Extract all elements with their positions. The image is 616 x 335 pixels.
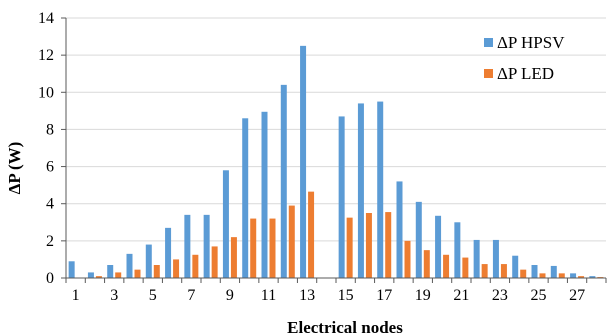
- x-tick-label: 23: [492, 287, 508, 304]
- bar-led: [308, 191, 315, 278]
- bar-hpsv: [338, 116, 345, 278]
- y-tick-label: 10: [38, 84, 54, 101]
- y-tick-label: 4: [46, 196, 54, 213]
- y-tick-label: 14: [38, 10, 54, 27]
- bar-hpsv: [300, 45, 307, 278]
- bar-led: [481, 264, 488, 278]
- bar-led: [173, 259, 180, 278]
- bar-hpsv: [261, 111, 268, 279]
- bar-hpsv: [107, 265, 114, 278]
- y-tick-label: 0: [46, 270, 54, 287]
- legend-swatch-hpsv: [484, 38, 493, 47]
- bar-hpsv: [570, 273, 577, 278]
- bar-led: [230, 237, 237, 278]
- x-tick-label: 25: [531, 287, 547, 304]
- bar-hpsv: [222, 170, 229, 278]
- x-tick-label: 5: [149, 287, 157, 304]
- x-tick-label: 11: [261, 287, 276, 304]
- bar-hpsv: [454, 222, 461, 278]
- axes: [61, 17, 607, 283]
- bar-hpsv: [242, 118, 249, 279]
- bar-led: [134, 269, 141, 278]
- bar-led: [269, 218, 276, 278]
- bar-hpsv: [126, 253, 133, 278]
- x-tick-label: 19: [415, 287, 431, 304]
- bar-led: [539, 273, 546, 278]
- bar-hpsv: [184, 214, 191, 278]
- bar-hpsv: [280, 84, 287, 278]
- bar-hpsv: [396, 181, 403, 278]
- bar-led: [558, 273, 565, 278]
- bar-led: [250, 218, 257, 278]
- bar-led: [288, 205, 295, 278]
- bar-led: [365, 213, 372, 278]
- gridlines: [66, 17, 606, 242]
- y-tick-label: 6: [46, 159, 54, 176]
- bar-led: [95, 276, 102, 278]
- bar-led: [192, 254, 199, 278]
- bar-led: [404, 240, 411, 278]
- bar-hpsv: [165, 227, 172, 278]
- bar-hpsv: [415, 201, 422, 278]
- bar-led: [578, 276, 585, 278]
- bar-hpsv: [531, 265, 538, 278]
- bar-led: [385, 212, 392, 278]
- bar-led: [520, 269, 527, 278]
- legend-label-led: ΔP LED: [497, 64, 554, 83]
- bar-hpsv: [492, 239, 499, 278]
- bar-led: [462, 257, 469, 278]
- bar-hpsv: [68, 261, 75, 278]
- legend: ΔP HPSV ΔP LED: [484, 33, 565, 83]
- x-axis-title: Electrical nodes: [287, 318, 403, 335]
- bar-led: [423, 250, 430, 278]
- y-axis-title: ΔP (W): [5, 142, 24, 195]
- bar-hpsv: [203, 214, 210, 278]
- bar-led: [443, 254, 450, 278]
- x-tick-label: 21: [453, 287, 469, 304]
- legend-label-hpsv: ΔP HPSV: [497, 33, 565, 52]
- x-tick-label: 3: [110, 287, 118, 304]
- x-tick-label: 17: [376, 287, 392, 304]
- bar-led: [115, 272, 122, 278]
- bar-hpsv: [512, 255, 519, 278]
- bar-led: [153, 265, 160, 278]
- x-tick-label: 15: [338, 287, 354, 304]
- x-tick-label: 9: [226, 287, 234, 304]
- x-tick-label: 13: [299, 287, 315, 304]
- bar-hpsv: [87, 272, 94, 278]
- bars: [68, 45, 604, 279]
- bar-hpsv: [550, 265, 557, 278]
- y-tick-label: 2: [46, 233, 54, 250]
- bar-led: [211, 246, 218, 278]
- x-tick-label: 7: [187, 287, 195, 304]
- bar-led: [346, 217, 353, 278]
- x-tick-label: 1: [72, 287, 80, 304]
- bar-hpsv: [589, 276, 596, 278]
- bar-led: [500, 264, 507, 278]
- y-tick-label: 8: [46, 121, 54, 138]
- x-tick-label: 27: [569, 287, 585, 304]
- legend-swatch-led: [484, 69, 493, 78]
- bar-hpsv: [435, 215, 442, 278]
- bar-hpsv: [377, 101, 384, 278]
- bar-hpsv: [473, 239, 480, 278]
- bar-hpsv: [145, 244, 152, 278]
- y-tick-label: 12: [38, 47, 54, 64]
- bar-hpsv: [357, 103, 364, 278]
